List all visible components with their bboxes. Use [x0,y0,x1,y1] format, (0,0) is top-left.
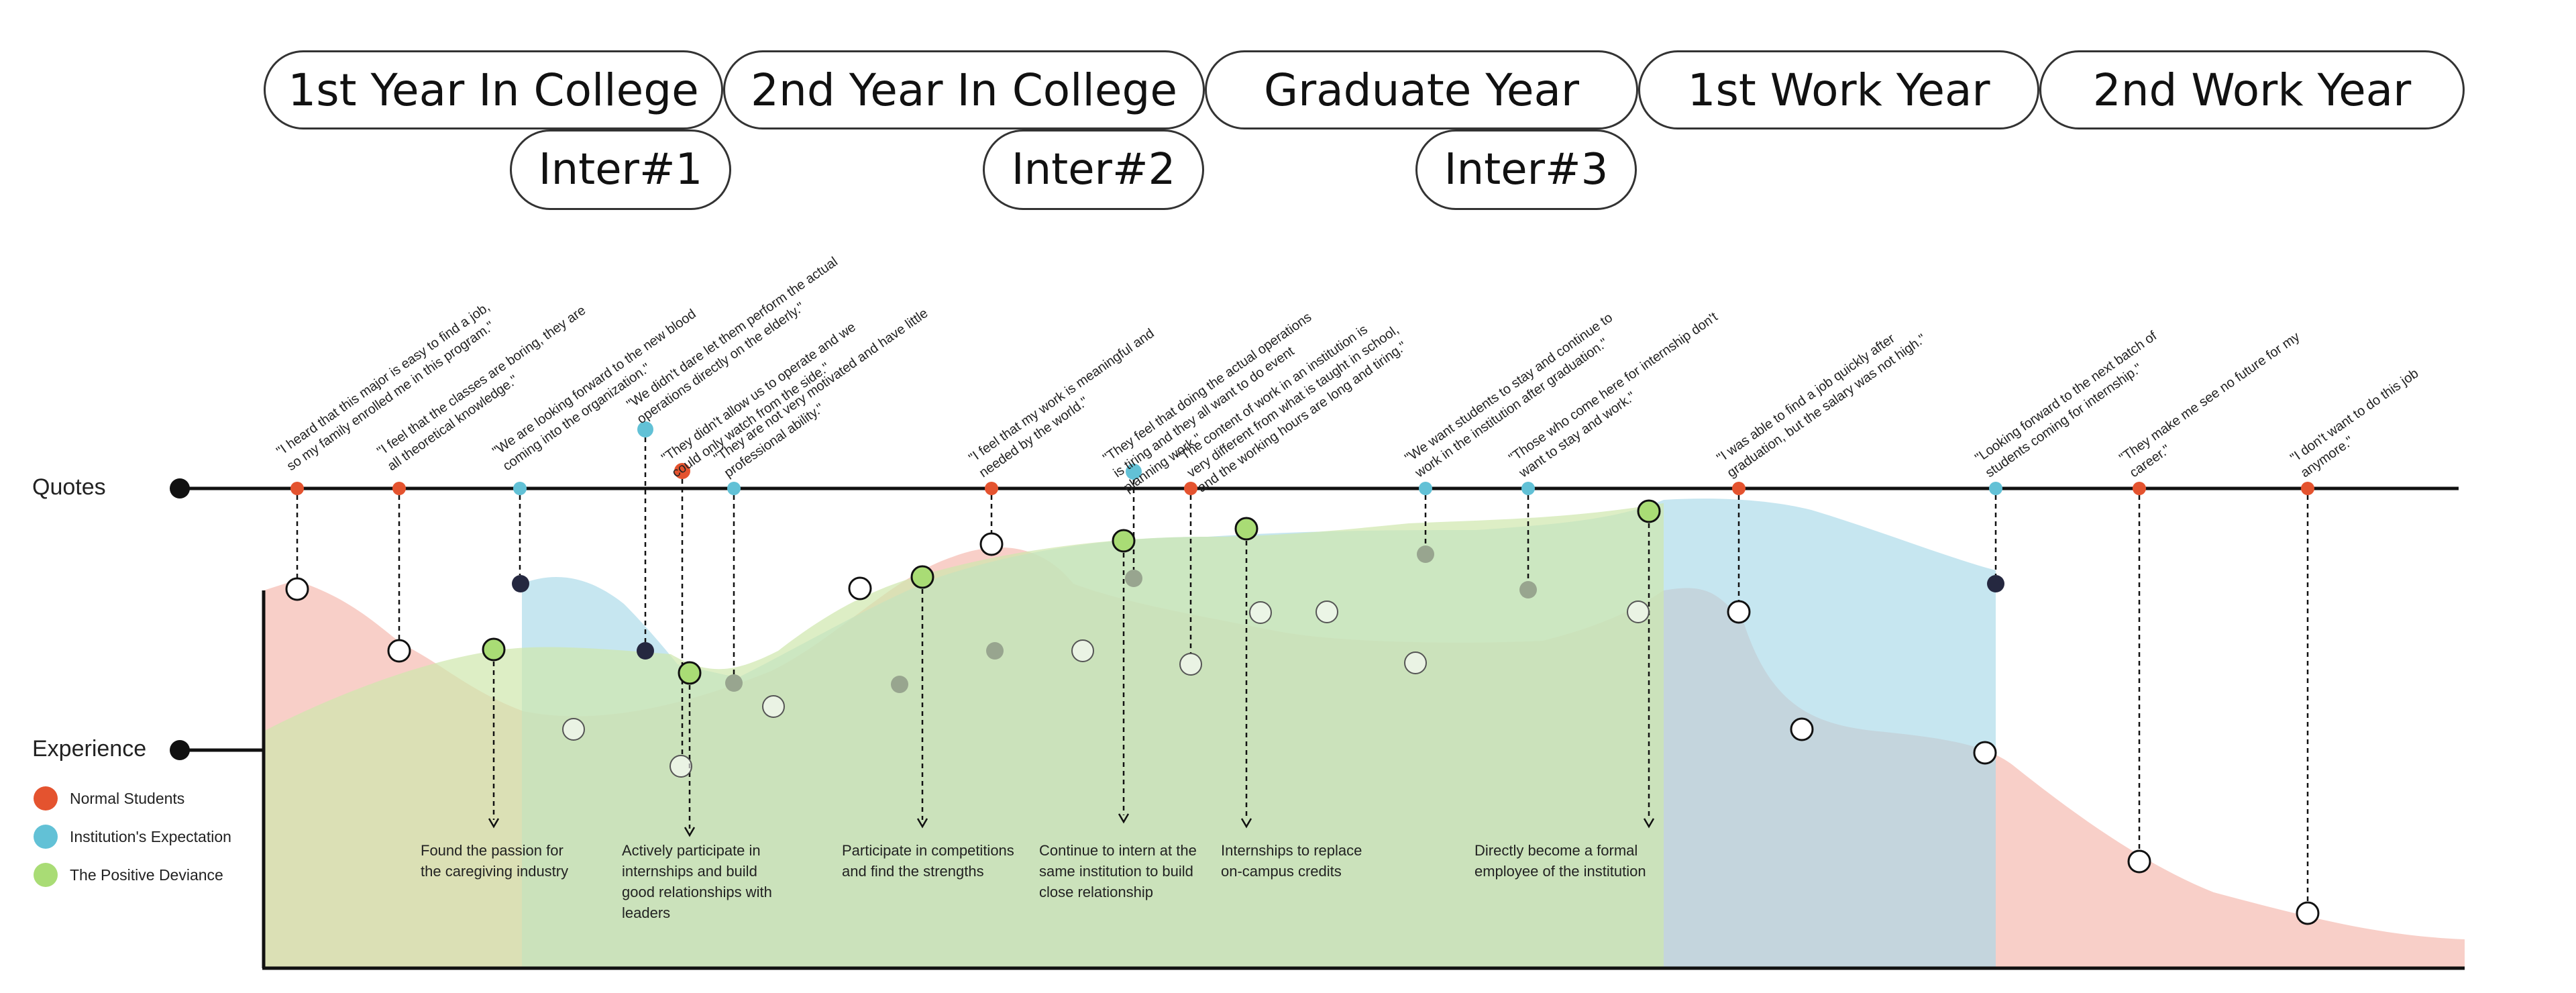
legend-positive-deviance: The Positive Deviance [34,863,223,887]
interview-3: Inter#3 [1415,129,1637,210]
experience-point [1404,651,1427,674]
experience-point [1790,717,1814,741]
interview-2: Inter#2 [983,129,1204,210]
experience-axis-start [170,740,190,760]
arrow-head-icon [1643,818,1655,829]
quote-text: "I don't want to do this jobanymore." [2288,366,2432,480]
experience-point [1627,600,1650,623]
quote-text: "They make me see no future for mycareer… [2116,329,2313,480]
quote-point [2301,482,2314,495]
experience-point [910,565,934,589]
quote-point [290,482,304,495]
quote-point [1419,482,1432,495]
legend-label: Normal Students [70,789,185,807]
annotation-continue-intern: Continue to intern at the same instituti… [1039,842,1197,900]
experience-point [2127,849,2151,874]
quote-text: "I was able to find a job quickly afterg… [1714,317,1929,480]
experience-point [637,642,654,660]
experience-point [1987,575,2004,592]
annotation-formal-employee: Directly become a formal employee of the… [1474,842,1646,880]
quote-line: students coming for internship." [1983,361,2145,480]
experience-point [678,661,702,685]
experience-point [891,676,908,693]
experience-point [562,718,585,741]
quote-text: "Looking forward to the next batch ofstu… [1972,328,2170,480]
annotation-replace-credits: Internships to replace on-campus credits [1221,842,1362,880]
annotation-passion: Found the passion for the caregiving ind… [421,842,569,880]
connectors [296,437,2309,902]
arrow-head-icon [1240,818,1252,829]
experience-points [285,499,2320,925]
legend-institution-expectation: Institution's Expectation [34,825,231,849]
stage-2nd-year-college: 2nd Year In College [723,50,1205,129]
experience-point [1519,581,1537,598]
quote-line: coming into the organization." [500,360,653,474]
quote-line: "We want students to stay and continue t… [1402,310,1615,466]
quote-point [513,482,527,495]
legend-label: The Positive Deviance [70,866,223,884]
quote-line: "I was able to find a job quickly after [1714,331,1898,466]
experience-row-label: Experience [32,736,147,762]
annotation-internships-relationships: Actively participate in internships and … [622,842,772,921]
experience-point [979,532,1004,556]
legend-normal-students: Normal Students [34,786,184,811]
experience-point [1417,545,1434,563]
quote-point [727,482,741,495]
interview-1: Inter#1 [510,129,731,210]
quote-point [985,482,998,495]
experience-point [1071,639,1094,662]
experience-point [285,577,309,601]
stage-2nd-work-year: 2nd Work Year [2039,50,2465,129]
quotes-row-label: Quotes [32,474,106,500]
experience-point [1316,600,1338,623]
quote-point [1184,482,1197,495]
quote-point [2133,482,2146,495]
experience-point [1179,653,1202,676]
experience-point [387,639,411,663]
deviance-dot-icon [34,863,58,887]
arrow-head-icon [916,818,928,829]
experience-point [1234,517,1258,541]
experience-point [1125,570,1142,587]
experience-point [1249,601,1272,624]
quote-point [1126,464,1142,480]
stage-graduate-year: Graduate Year [1205,50,1638,129]
stage-1st-work-year: 1st Work Year [1638,50,2039,129]
experience-point [669,755,692,778]
quote-point [392,482,406,495]
quote-points [290,421,2314,495]
experience-point [2296,901,2320,925]
normal-students-dot-icon [34,786,58,811]
experience-point [986,642,1004,660]
deviance-area [264,503,1664,968]
quote-line: "I don't want to do this job [2288,366,2421,466]
stage-1st-year-college: 1st Year In College [264,50,723,129]
quote-line: graduation, but the salary was not high.… [1725,331,1929,480]
experience-point [1727,600,1751,624]
experience-point [482,637,506,662]
arrow-head-icon [1118,813,1130,824]
quote-line: "I heard that this major is easy to find… [274,299,492,459]
quote-texts: "I heard that this major is easy to find… [274,254,2432,495]
experience-point [762,695,785,718]
experience-point [1112,529,1136,553]
experience-point [725,674,743,692]
quote-point [1989,482,2002,495]
quote-point [637,421,653,437]
experience-point [1637,499,1661,523]
annotation-competitions: Participate in competitions and find the… [842,842,1014,880]
quote-point [674,463,690,479]
arrow-head-icon [684,827,696,837]
arrow-head-icon [488,818,500,829]
quote-point [1732,482,1746,495]
experience-point [512,575,529,592]
legend-label: Institution's Expectation [70,827,231,845]
institution-dot-icon [34,825,58,849]
quotes-timeline-start [170,478,190,499]
experience-point [848,576,872,600]
quote-point [1521,482,1535,495]
experience-point [1973,741,1997,765]
